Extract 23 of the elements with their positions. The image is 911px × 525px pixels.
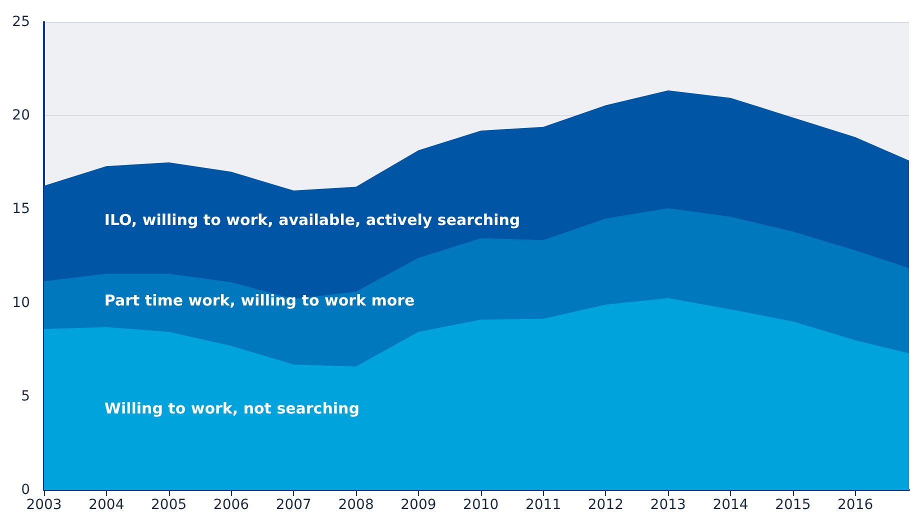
x-tick-label: 2016 (838, 497, 874, 513)
y-tick-label: 5 (21, 388, 30, 404)
x-tick-label: 2003 (26, 497, 62, 513)
x-tick-label: 2011 (525, 497, 562, 513)
y-tick-label: 0 (21, 482, 30, 498)
x-tick-label: 2009 (400, 497, 436, 513)
y-tick-label: 20 (12, 108, 30, 124)
series-label: ILO, willing to work, available, actively searching (104, 210, 520, 229)
x-tick-label: 2008 (338, 497, 374, 513)
series-label: Part time work, willing to work more (104, 291, 415, 310)
x-tick-label: 2007 (276, 497, 312, 513)
x-tick-label: 2005 (151, 497, 187, 513)
x-tick-label: 2015 (775, 497, 811, 513)
x-tick-label: 2006 (213, 497, 250, 513)
series-label: Willing to work, not searching (104, 400, 360, 418)
y-tick-label: 25 (12, 14, 30, 30)
y-tick-label: 10 (12, 294, 30, 311)
y-tick-label: 15 (12, 201, 30, 218)
x-tick-label: 2010 (463, 497, 499, 513)
x-tick-label: 2013 (650, 497, 686, 513)
x-tick-label: 2014 (712, 497, 748, 513)
x-tick-label: 2012 (588, 497, 624, 513)
x-tick-label: 2004 (88, 497, 124, 513)
